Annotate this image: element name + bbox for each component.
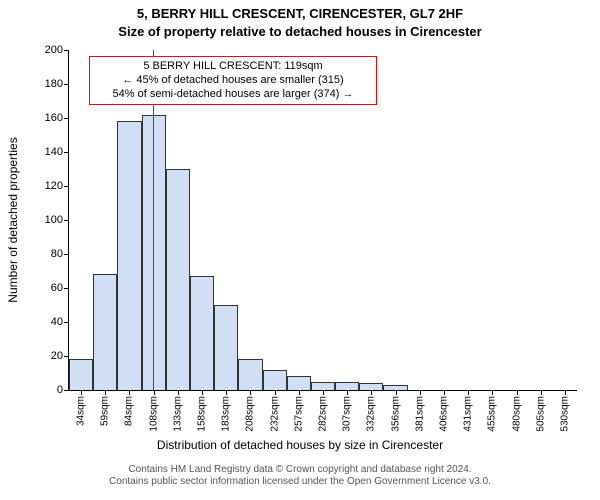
histogram-bar (263, 370, 287, 390)
xtick-mark (444, 390, 445, 395)
xtick-mark (275, 390, 276, 395)
ytick-label: 160 (45, 112, 69, 124)
xtick-mark (468, 390, 469, 395)
x-axis-label: Distribution of detached houses by size … (0, 438, 600, 452)
xtick-label: 455sqm (487, 396, 498, 432)
xtick-mark (105, 390, 106, 395)
xtick-label: 505sqm (535, 396, 546, 432)
xtick-label: 282sqm (318, 396, 329, 432)
xtick-mark (541, 390, 542, 395)
annotation-line: 5 BERRY HILL CRESCENT: 119sqm (93, 60, 373, 74)
xtick-mark (81, 390, 82, 395)
xtick-label: 133sqm (172, 396, 183, 432)
ytick-label: 40 (51, 316, 69, 328)
ytick-label: 200 (45, 44, 69, 56)
xtick-label: 406sqm (438, 396, 449, 432)
xtick-label: 208sqm (245, 396, 256, 432)
xtick-label: 59sqm (100, 396, 111, 426)
xtick-mark (492, 390, 493, 395)
histogram-bar (335, 382, 359, 391)
ytick-label: 60 (51, 282, 69, 294)
plot-area: 02040608010012014016018020034sqm59sqm84s… (68, 50, 577, 391)
xtick-mark (565, 390, 566, 395)
xtick-mark (226, 390, 227, 395)
histogram-bar (190, 276, 214, 390)
chart-title-line2: Size of property relative to detached ho… (0, 24, 600, 39)
xtick-mark (202, 390, 203, 395)
xtick-label: 108sqm (148, 396, 159, 432)
attribution-line2: Contains public sector information licen… (0, 476, 600, 488)
histogram-bar (166, 169, 190, 390)
ytick-label: 180 (45, 78, 69, 90)
xtick-label: 158sqm (197, 396, 208, 432)
xtick-mark (517, 390, 518, 395)
y-axis-label: Number of detached properties (6, 137, 20, 302)
annotation-box: 5 BERRY HILL CRESCENT: 119sqm← 45% of de… (89, 56, 377, 105)
histogram-bar (214, 305, 238, 390)
xtick-label: 480sqm (511, 396, 522, 432)
ytick-label: 100 (45, 214, 69, 226)
annotation-line: 54% of semi-detached houses are larger (… (93, 88, 373, 102)
xtick-mark (129, 390, 130, 395)
ytick-label: 20 (51, 350, 69, 362)
ytick-label: 140 (45, 146, 69, 158)
xtick-label: 381sqm (414, 396, 425, 432)
xtick-label: 332sqm (366, 396, 377, 432)
histogram-bar (93, 274, 117, 390)
histogram-bar (287, 376, 311, 390)
xtick-mark (178, 390, 179, 395)
xtick-label: 34sqm (76, 396, 87, 426)
xtick-mark (371, 390, 372, 395)
xtick-mark (347, 390, 348, 395)
ytick-label: 80 (51, 248, 69, 260)
xtick-mark (323, 390, 324, 395)
ytick-label: 0 (57, 384, 69, 396)
annotation-line: ← 45% of detached houses are smaller (31… (93, 74, 373, 88)
xtick-mark (250, 390, 251, 395)
histogram-bar (311, 382, 335, 391)
histogram-bar (117, 121, 141, 390)
xtick-mark (396, 390, 397, 395)
histogram-bar (69, 359, 93, 390)
histogram-bar (359, 383, 383, 390)
xtick-label: 232sqm (269, 396, 280, 432)
xtick-mark (154, 390, 155, 395)
xtick-label: 307sqm (342, 396, 353, 432)
chart-title-line1: 5, BERRY HILL CRESCENT, CIRENCESTER, GL7… (0, 6, 600, 21)
xtick-mark (420, 390, 421, 395)
ytick-label: 120 (45, 180, 69, 192)
xtick-label: 356sqm (390, 396, 401, 432)
xtick-mark (299, 390, 300, 395)
xtick-label: 84sqm (124, 396, 135, 426)
xtick-label: 257sqm (293, 396, 304, 432)
xtick-label: 183sqm (221, 396, 232, 432)
xtick-label: 431sqm (463, 396, 474, 432)
histogram-bar (238, 359, 262, 390)
xtick-label: 530sqm (559, 396, 570, 432)
attribution-line1: Contains HM Land Registry data © Crown c… (0, 464, 600, 476)
attribution-text: Contains HM Land Registry data © Crown c… (0, 464, 600, 488)
